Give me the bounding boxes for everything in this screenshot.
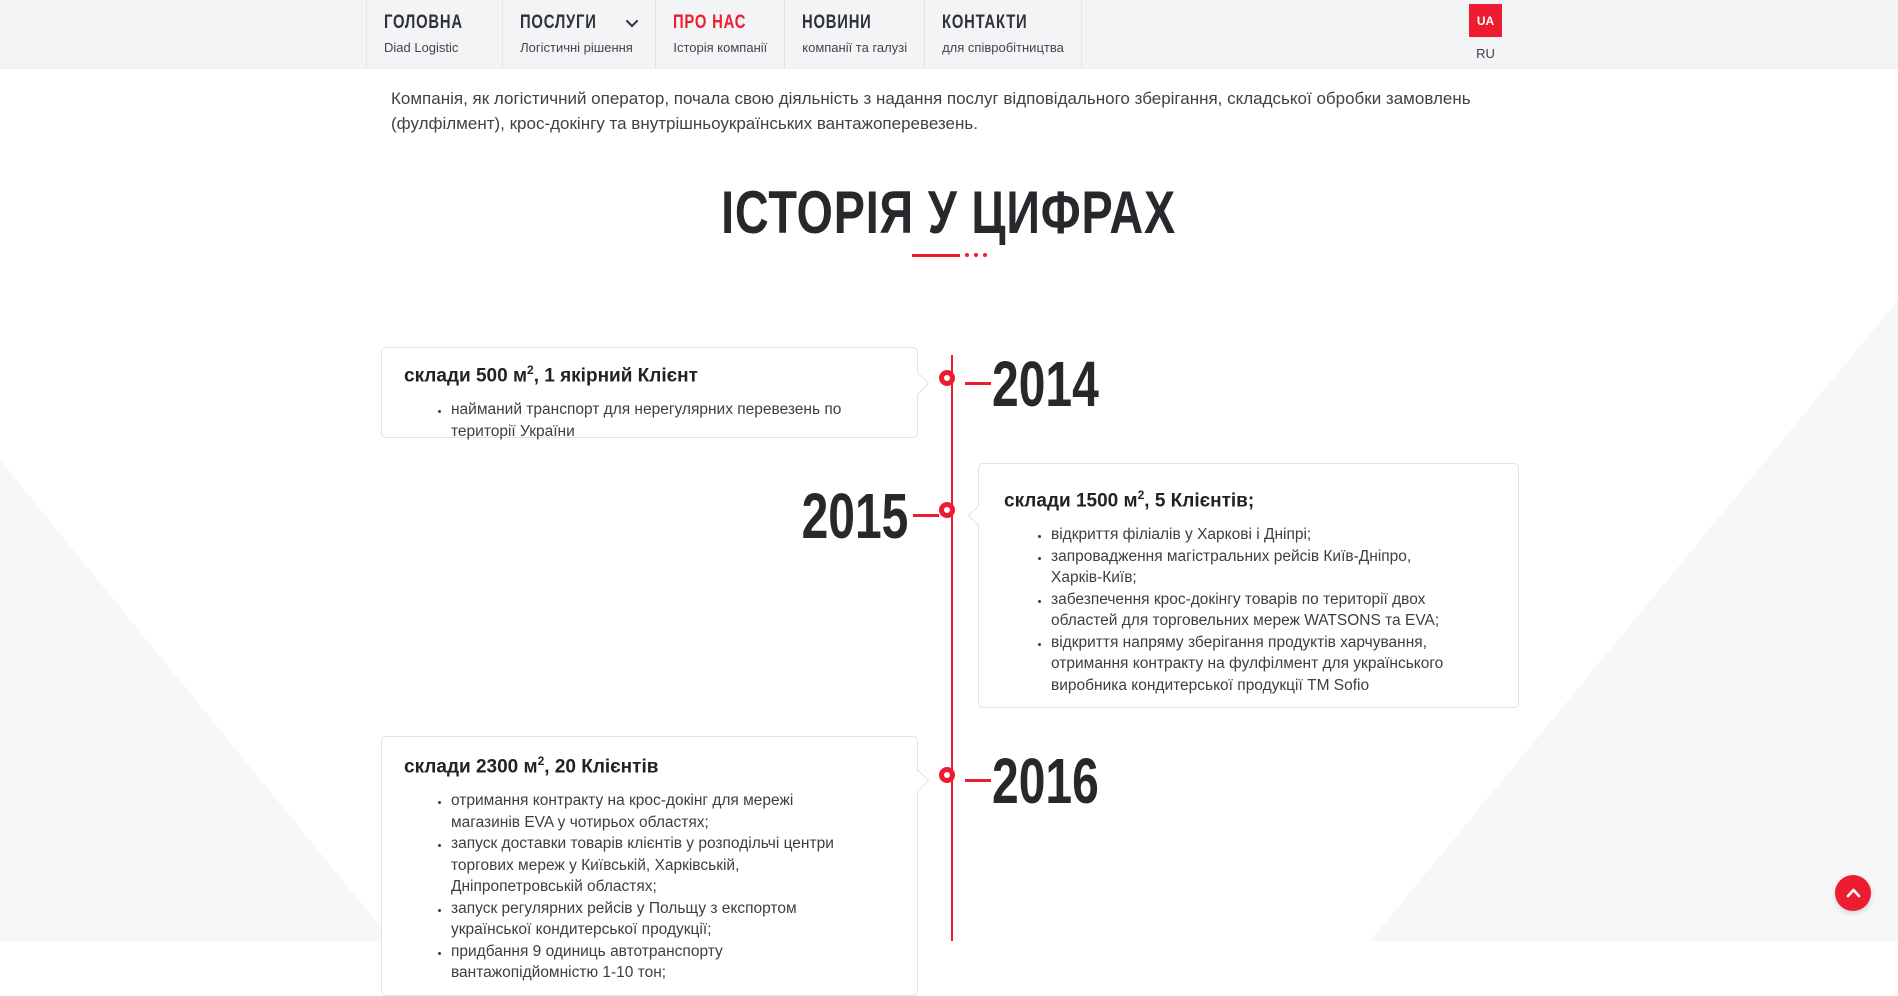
timeline-year-2015: 2015	[801, 480, 908, 552]
timeline-card-bullets: найманий транспорт для нерегулярних пере…	[404, 399, 893, 442]
timeline-card-2014: склади 500 м2, 1 якірний Клієнт найманий…	[381, 347, 929, 440]
timeline-card-title: склади 1500 м2, 5 Клієнтів;	[1004, 488, 1255, 512]
timeline-bullet: запровадження магістральних рейсів Київ-…	[1051, 546, 1464, 589]
nav-item-home[interactable]: ГОЛОВНА Diad Logistic	[366, 0, 502, 69]
timeline-bullet: запуск регулярних рейсів у Польщу з експ…	[451, 898, 865, 941]
timeline-bullet: відкриття напряму зберігання продуктів х…	[1051, 632, 1464, 697]
nav-item-title: ПРО НАС	[673, 12, 747, 33]
nav-item-title: ГОЛОВНА	[384, 12, 463, 33]
timeline-bullet: відкриття філіалів у Харкові і Дніпрі;	[1051, 524, 1464, 546]
card-pointer-right	[907, 769, 929, 792]
nav-item-title: КОНТАКТИ	[942, 12, 1028, 33]
timeline-dot-2014	[939, 370, 955, 386]
timeline-card-title: склади 2300 м2, 20 Клієнтів	[404, 754, 659, 778]
card-pointer-left	[967, 504, 989, 527]
timeline-card-bullets: відкриття філіалів у Харкові і Дніпрі;за…	[1004, 524, 1492, 696]
chevron-down-icon	[626, 15, 639, 33]
timeline-line	[951, 355, 953, 941]
timeline-bullet: найманий транспорт для нерегулярних пере…	[451, 399, 865, 442]
timeline-card-bullets: отримання контракту на крос-докінг для м…	[404, 790, 893, 984]
card-pointer-right	[907, 372, 929, 395]
intro-paragraph: Компанія, як логістичний оператор, почал…	[391, 89, 1471, 133]
lang-other-link[interactable]: RU	[1476, 46, 1495, 61]
timeline-bullet: отримання контракту на крос-докінг для м…	[451, 790, 865, 833]
timeline-card-2016: склади 2300 м2, 20 Клієнтів отримання ко…	[381, 736, 929, 996]
timeline-tick-2016	[965, 779, 991, 782]
background-diagonal-left	[0, 460, 392, 941]
timeline-bullet: запуск доставки товарів клієнтів у розпо…	[451, 833, 865, 898]
timeline-dot-2015	[939, 502, 955, 518]
lang-current-badge[interactable]: UA	[1469, 4, 1502, 37]
timeline-year-2014: 2014	[992, 348, 1099, 420]
history-timeline: склади 500 м2, 1 якірний Клієнт найманий…	[381, 347, 1521, 996]
scroll-to-top-button[interactable]	[1835, 875, 1871, 911]
nav-item-subtitle: для співробітництва	[942, 40, 1064, 55]
nav-item-services[interactable]: ПОСЛУГИ Логістичні рішення	[502, 0, 655, 69]
timeline-card-title: склади 500 м2, 1 якірний Клієнт	[404, 363, 698, 387]
nav-item-title: НОВИНИ	[802, 12, 872, 33]
nav-item-contacts[interactable]: КОНТАКТИ для співробітництва	[924, 0, 1082, 69]
top-navigation-bar: ГОЛОВНА Diad Logistic ПОСЛУГИ Логістичні…	[0, 0, 1898, 69]
timeline-tick-2015	[913, 514, 939, 517]
timeline-dot-2016	[939, 767, 955, 783]
language-switcher: UA RU	[1469, 4, 1502, 61]
nav-item-subtitle: компанії та галузі	[802, 40, 908, 55]
page-title: ІСТОРІЯ У ЦИФРАХ	[721, 179, 1177, 246]
title-underline-decoration	[0, 253, 1898, 257]
chevron-up-icon	[1846, 888, 1861, 898]
timeline-card-2015: склади 1500 м2, 5 Клієнтів; відкриття фі…	[967, 463, 1519, 708]
nav-item-subtitle: Історія компанії	[673, 40, 768, 55]
nav-item-subtitle: Логістичні рішення	[520, 40, 633, 55]
nav-item-subtitle: Diad Logistic	[384, 40, 459, 55]
nav-item-news[interactable]: НОВИНИ компанії та галузі	[784, 0, 924, 69]
main-nav: ГОЛОВНА Diad Logistic ПОСЛУГИ Логістичні…	[366, 0, 1082, 69]
nav-item-title: ПОСЛУГИ	[520, 12, 597, 33]
timeline-bullet: придбання 9 одиниць автотранспорту ванта…	[451, 941, 865, 984]
timeline-bullet: забезпечення крос-докінгу товарів по тер…	[1051, 589, 1464, 632]
nav-item-about[interactable]: ПРО НАС Історія компанії	[655, 0, 784, 69]
timeline-year-2016: 2016	[992, 745, 1099, 817]
timeline-tick-2014	[965, 382, 991, 385]
